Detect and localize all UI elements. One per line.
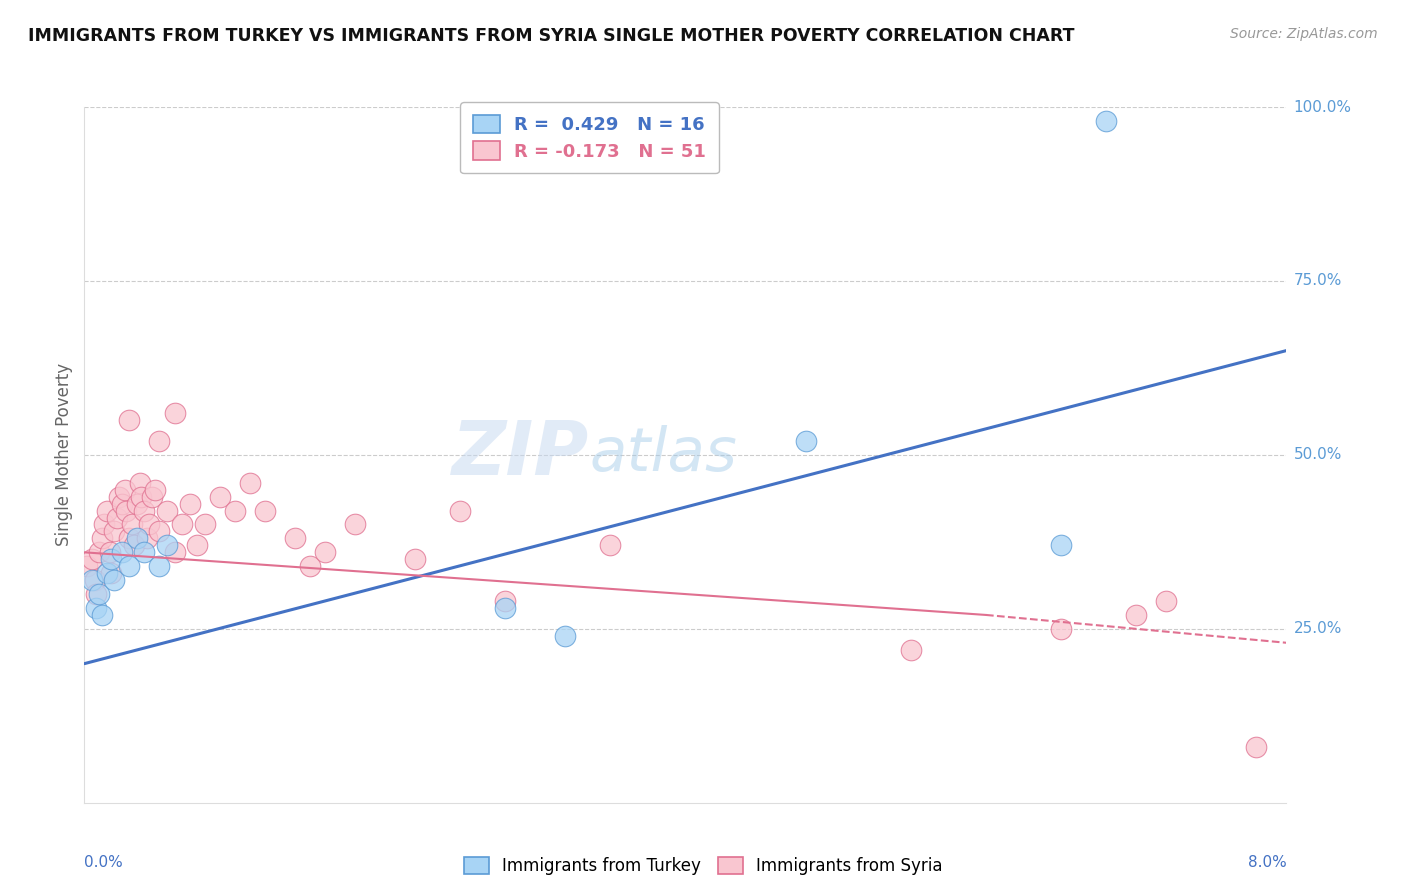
Point bbox=[900, 642, 922, 657]
Legend: R =  0.429   N = 16, R = -0.173   N = 51: R = 0.429 N = 16, R = -0.173 N = 51 bbox=[460, 103, 718, 173]
Point bbox=[108, 490, 131, 504]
Point bbox=[111, 497, 134, 511]
Point bbox=[494, 594, 516, 608]
Point bbox=[136, 532, 159, 546]
Point bbox=[131, 490, 153, 504]
Point bbox=[134, 503, 156, 517]
Point bbox=[125, 497, 148, 511]
Point bbox=[208, 490, 231, 504]
Point bbox=[156, 538, 179, 552]
Point bbox=[86, 587, 108, 601]
Point bbox=[115, 503, 138, 517]
Text: atlas: atlas bbox=[589, 425, 737, 484]
Point bbox=[554, 629, 576, 643]
Y-axis label: Single Mother Poverty: Single Mother Poverty bbox=[55, 363, 73, 547]
Point bbox=[100, 552, 122, 566]
Text: 25.0%: 25.0% bbox=[1294, 622, 1341, 636]
Point bbox=[122, 538, 145, 552]
Text: Source: ZipAtlas.com: Source: ZipAtlas.com bbox=[1230, 27, 1378, 41]
Point bbox=[143, 483, 166, 497]
Point bbox=[141, 490, 163, 504]
Point bbox=[449, 503, 471, 517]
Point bbox=[494, 601, 516, 615]
Point bbox=[239, 475, 262, 490]
Point bbox=[404, 552, 426, 566]
Point bbox=[194, 517, 217, 532]
Point bbox=[91, 607, 114, 622]
Point bbox=[103, 573, 125, 587]
Point bbox=[103, 524, 125, 539]
Point bbox=[86, 601, 108, 615]
Point bbox=[118, 413, 141, 427]
Point bbox=[125, 532, 148, 546]
Point bbox=[170, 517, 193, 532]
Point bbox=[96, 503, 118, 517]
Text: 0.0%: 0.0% bbox=[84, 855, 124, 870]
Point bbox=[148, 524, 170, 539]
Point bbox=[138, 517, 160, 532]
Point bbox=[253, 503, 276, 517]
Point bbox=[1095, 114, 1118, 128]
Point bbox=[83, 573, 105, 587]
Point bbox=[80, 552, 103, 566]
Point bbox=[156, 503, 179, 517]
Point bbox=[121, 517, 143, 532]
Point bbox=[224, 503, 246, 517]
Point bbox=[794, 434, 817, 448]
Point bbox=[1246, 740, 1268, 755]
Text: 75.0%: 75.0% bbox=[1294, 274, 1341, 288]
Point bbox=[114, 483, 136, 497]
Point bbox=[343, 517, 366, 532]
Point bbox=[1156, 594, 1178, 608]
Point bbox=[599, 538, 621, 552]
Point bbox=[1050, 622, 1073, 636]
Text: 8.0%: 8.0% bbox=[1247, 855, 1286, 870]
Point bbox=[314, 545, 336, 559]
Point bbox=[284, 532, 307, 546]
Point bbox=[1125, 607, 1147, 622]
Point bbox=[76, 559, 98, 574]
Text: ZIP: ZIP bbox=[451, 418, 589, 491]
Point bbox=[148, 559, 170, 574]
Point bbox=[118, 559, 141, 574]
Point bbox=[186, 538, 208, 552]
Point bbox=[107, 510, 129, 524]
Point bbox=[134, 545, 156, 559]
Text: 50.0%: 50.0% bbox=[1294, 448, 1341, 462]
Point bbox=[163, 545, 186, 559]
Point bbox=[298, 559, 321, 574]
Point bbox=[96, 566, 118, 581]
Text: 100.0%: 100.0% bbox=[1294, 100, 1351, 114]
Point bbox=[98, 545, 121, 559]
Point bbox=[80, 573, 103, 587]
Point bbox=[89, 587, 111, 601]
Point bbox=[100, 566, 122, 581]
Point bbox=[118, 532, 141, 546]
Point bbox=[111, 545, 134, 559]
Point bbox=[93, 517, 115, 532]
Point bbox=[89, 545, 111, 559]
Point bbox=[1050, 538, 1073, 552]
Point bbox=[91, 532, 114, 546]
Point bbox=[163, 406, 186, 420]
Point bbox=[129, 475, 152, 490]
Point bbox=[148, 434, 170, 448]
Text: IMMIGRANTS FROM TURKEY VS IMMIGRANTS FROM SYRIA SINGLE MOTHER POVERTY CORRELATIO: IMMIGRANTS FROM TURKEY VS IMMIGRANTS FRO… bbox=[28, 27, 1074, 45]
Legend: Immigrants from Turkey, Immigrants from Syria: Immigrants from Turkey, Immigrants from … bbox=[456, 849, 950, 884]
Point bbox=[179, 497, 201, 511]
